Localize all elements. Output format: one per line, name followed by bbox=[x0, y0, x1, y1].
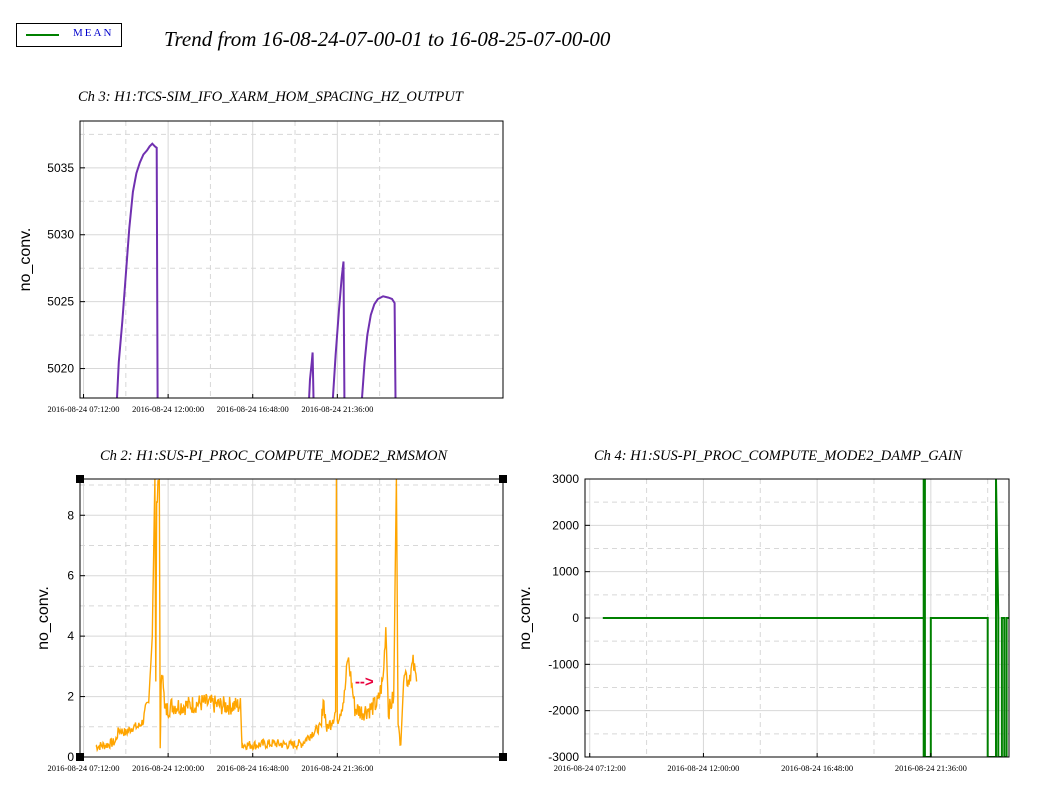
xtick-label: 2016-08-24 07:12:00 bbox=[554, 763, 626, 773]
xtick-label: 2016-08-24 16:48:00 bbox=[781, 763, 853, 773]
ytick-label: 5030 bbox=[47, 228, 74, 242]
selection-handle bbox=[76, 475, 84, 483]
xtick-label: 2016-08-24 16:48:00 bbox=[217, 763, 289, 773]
ytick-label: 6 bbox=[67, 569, 74, 583]
ytick-label: 1000 bbox=[552, 565, 579, 579]
xtick-label: 2016-08-24 12:00:00 bbox=[667, 763, 739, 773]
ylabel-ch4: no_conv. bbox=[517, 586, 534, 650]
xtick-label: 2016-08-24 21:36:00 bbox=[895, 763, 967, 773]
ytick-label: 4 bbox=[67, 629, 74, 643]
ytick-label: 0 bbox=[572, 611, 579, 625]
ytick-label: 5035 bbox=[47, 161, 74, 175]
xtick-label: 2016-08-24 12:00:00 bbox=[132, 404, 204, 414]
figure-title: Trend from 16-08-24-07-00-01 to 16-08-25… bbox=[164, 27, 611, 51]
legend: MEAN bbox=[16, 23, 122, 47]
grid-ch3 bbox=[80, 121, 503, 398]
xtick-label: 2016-08-24 07:12:00 bbox=[48, 404, 120, 414]
xtick-label: 2016-08-24 16:48:00 bbox=[217, 404, 289, 414]
chart-title-ch4: Ch 4: H1:SUS-PI_PROC_COMPUTE_MODE2_DAMP_… bbox=[594, 448, 963, 464]
ylabel-ch3: no_conv. bbox=[17, 228, 34, 292]
plot-frame-ch2 bbox=[79, 478, 504, 758]
xtick-label: 2016-08-24 07:12:00 bbox=[48, 763, 120, 773]
grid-ch2 bbox=[80, 479, 503, 757]
chart-ch2: Ch 2: H1:SUS-PI_PROC_COMPUTE_MODE2_RMSMO… bbox=[35, 448, 507, 773]
ytick-label: 2000 bbox=[552, 518, 579, 532]
ytick-label: -1000 bbox=[548, 657, 579, 671]
ytick-label: 8 bbox=[67, 508, 74, 522]
series-line-ch4 bbox=[602, 479, 1009, 757]
ytick-label: 3000 bbox=[552, 472, 579, 486]
xtick-label: 2016-08-24 12:00:00 bbox=[132, 763, 204, 773]
ytick-label: -2000 bbox=[548, 704, 579, 718]
ylabel-ch2: no_conv. bbox=[35, 586, 52, 650]
series-line-ch3 bbox=[308, 352, 315, 398]
series-line-ch3 bbox=[361, 295, 397, 398]
chart-ch4: Ch 4: H1:SUS-PI_PROC_COMPUTE_MODE2_DAMP_… bbox=[517, 448, 1010, 773]
xtick-label: 2016-08-24 21:36:00 bbox=[301, 763, 373, 773]
ytick-label: 0 bbox=[67, 750, 74, 764]
xtick-label: 2016-08-24 21:36:00 bbox=[301, 404, 373, 414]
ytick-label: 5025 bbox=[47, 295, 74, 309]
selection-handle bbox=[499, 753, 507, 761]
ytick-label: 5020 bbox=[47, 362, 74, 376]
chart-title-ch2: Ch 2: H1:SUS-PI_PROC_COMPUTE_MODE2_RMSMO… bbox=[100, 448, 448, 464]
chart-ch3: Ch 3: H1:TCS-SIM_IFO_XARM_HOM_SPACING_HZ… bbox=[17, 89, 504, 414]
legend-line-swatch bbox=[26, 34, 59, 36]
series-line-ch2 bbox=[95, 479, 418, 753]
series-ch2 bbox=[95, 479, 418, 753]
series-line-ch3 bbox=[116, 142, 159, 398]
ytick-label: 2 bbox=[67, 690, 74, 704]
selection-handle bbox=[76, 753, 84, 761]
legend-label: MEAN bbox=[73, 27, 114, 39]
ytick-label: -3000 bbox=[548, 750, 579, 764]
series-ch3 bbox=[116, 142, 397, 398]
annotation-arrow: --> bbox=[355, 673, 374, 690]
series-line-ch3 bbox=[331, 261, 346, 398]
chart-title-ch3: Ch 3: H1:TCS-SIM_IFO_XARM_HOM_SPACING_HZ… bbox=[78, 89, 464, 105]
selection-handle bbox=[499, 475, 507, 483]
series-ch4 bbox=[602, 479, 1009, 757]
plot-frame-ch3 bbox=[79, 120, 504, 399]
